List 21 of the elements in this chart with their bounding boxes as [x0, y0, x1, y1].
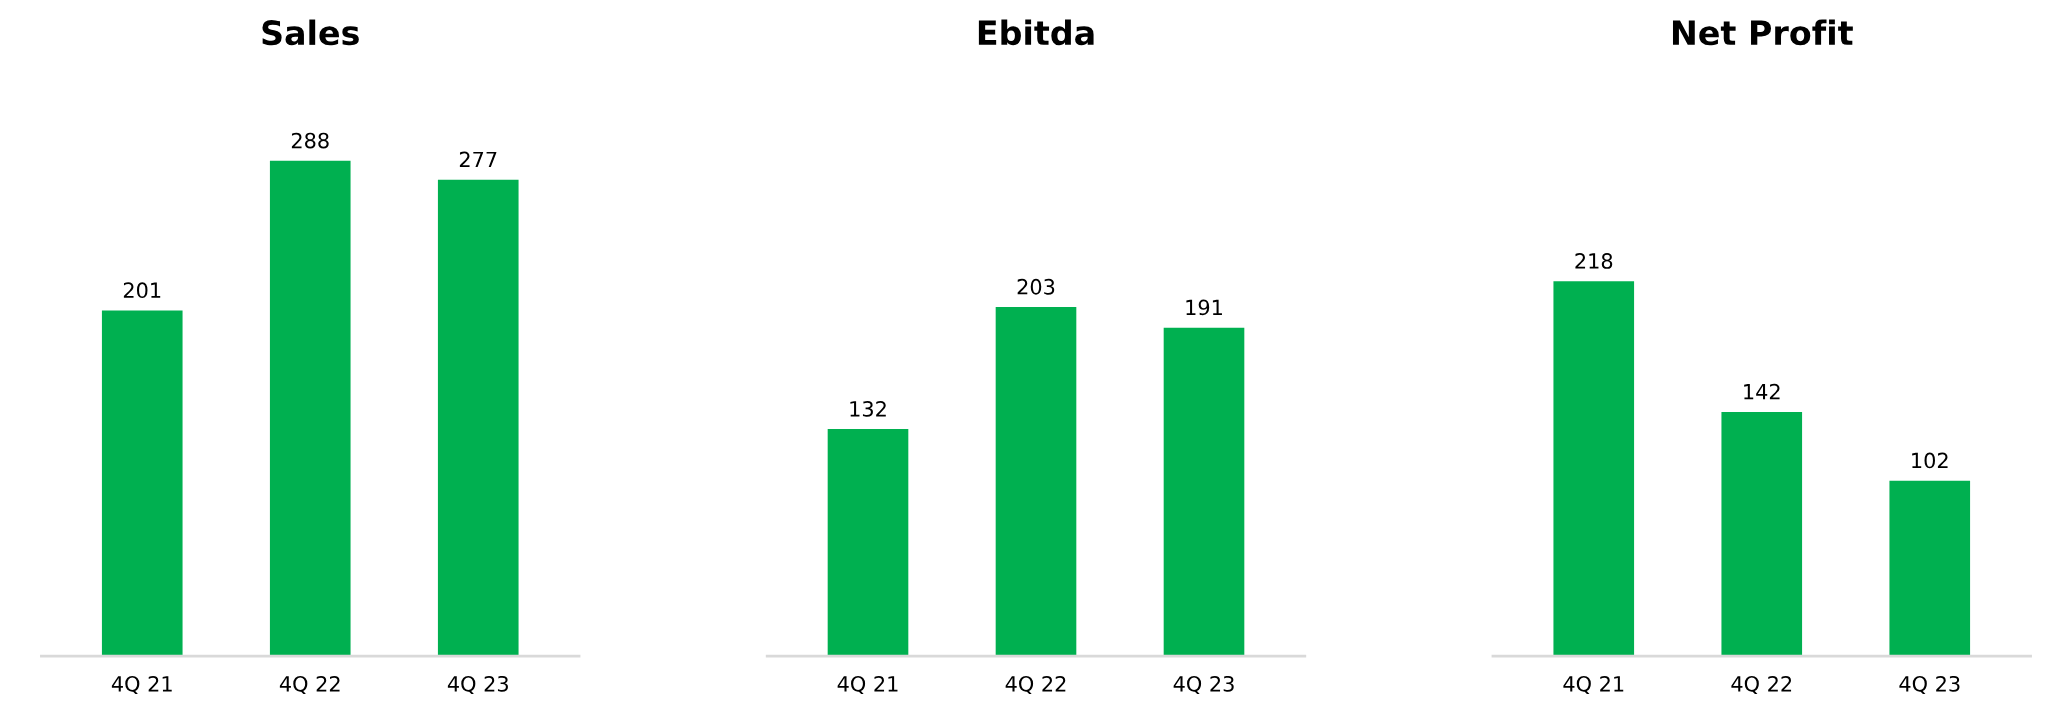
x-tick-label: 4Q 23 — [1899, 675, 1960, 695]
chart-title: Net Profit — [1672, 19, 1853, 46]
x-tick-label: 4Q 23 — [1173, 675, 1234, 695]
data-label: 201 — [123, 282, 161, 299]
x-tick-label: 4Q 22 — [1005, 675, 1066, 695]
data-label: 132 — [850, 400, 886, 417]
data-label: 142 — [1744, 383, 1780, 400]
x-tick-label: 4Q 21 — [837, 675, 898, 695]
x-tick-label: 4Q 21 — [111, 675, 172, 695]
x-tick-label: 4Q 22 — [1731, 675, 1792, 695]
data-label: 277 — [459, 151, 497, 168]
data-label: 203 — [1017, 278, 1055, 295]
chart-title: Ebitda — [978, 19, 1094, 46]
data-label: 218 — [1575, 253, 1613, 269]
chart-title: Sales — [262, 19, 359, 46]
x-tick-label: 4Q 23 — [447, 675, 508, 695]
x-tick-label: 4Q 21 — [1563, 675, 1624, 695]
x-tick-label: 4Q 22 — [279, 675, 340, 695]
data-label: 288 — [291, 132, 329, 149]
data-label: 102 — [1912, 452, 1948, 469]
data-label: 191 — [1186, 299, 1222, 316]
